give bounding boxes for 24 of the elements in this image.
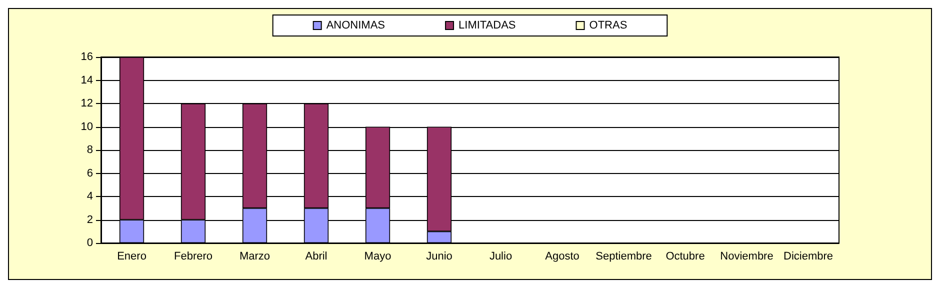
x-tick-label: Febrero <box>174 250 213 262</box>
legend-label: LIMITADAS <box>458 20 516 32</box>
x-tick-label: Marzo <box>239 250 270 262</box>
y-tick-label: 16 <box>80 51 93 63</box>
y-tick-label: 10 <box>80 120 93 133</box>
y-tick-label: 2 <box>86 214 93 226</box>
legend-label: OTRAS <box>589 20 628 32</box>
x-tick-label: Enero <box>117 250 146 262</box>
y-tick-label: 4 <box>86 190 93 202</box>
x-tick-label: Noviembre <box>720 250 774 262</box>
y-tick-label: 0 <box>86 237 93 249</box>
y-tick-label: 6 <box>86 167 93 180</box>
x-tick-label: Diciembre <box>783 250 834 262</box>
y-tick-label: 14 <box>80 74 93 86</box>
x-tick-label: Junio <box>426 250 452 262</box>
legend-label: ANONIMAS <box>326 20 386 32</box>
x-tick-label: Abril <box>305 250 328 262</box>
x-tick-label: Agosto <box>545 250 580 262</box>
x-tick-label: Octubre <box>666 250 705 262</box>
y-tick-label: 12 <box>80 98 93 110</box>
x-tick-label: Julio <box>489 250 512 262</box>
x-tick-label: Septiembre <box>596 250 652 262</box>
x-tick-label: Mayo <box>364 250 392 262</box>
y-tick-label: 8 <box>86 144 93 156</box>
